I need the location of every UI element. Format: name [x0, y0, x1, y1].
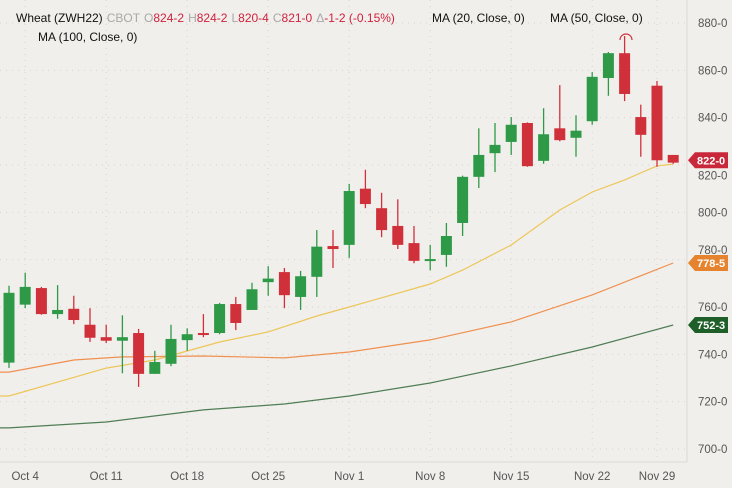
y-tick-label: 780-0 — [698, 245, 727, 257]
x-tick-label: Oct 4 — [11, 471, 39, 483]
candle-up — [505, 124, 517, 142]
high-label: H — [188, 11, 197, 25]
x-tick-label: Nov 1 — [334, 471, 364, 483]
y-tick-label: 820-0 — [698, 170, 727, 182]
change-label: Δ — [316, 11, 325, 25]
ma100-tag — [688, 316, 728, 333]
candle-up — [214, 304, 226, 334]
candle-up — [52, 309, 64, 315]
candle-down — [359, 188, 371, 205]
candle-down — [635, 117, 647, 135]
candle-up — [311, 246, 323, 277]
x-tick-label: Nov 22 — [574, 471, 610, 483]
x-tick-label: Oct 11 — [90, 471, 123, 483]
x-tick-label: Nov 29 — [639, 471, 675, 483]
candle-up — [19, 286, 31, 305]
candle-up — [262, 278, 274, 283]
candle-down — [133, 333, 145, 374]
candle-down — [408, 243, 420, 261]
low-label: L — [231, 11, 239, 25]
candle-down — [667, 154, 679, 163]
candle-down — [84, 324, 96, 338]
low-value: 820-4 — [238, 11, 269, 25]
candle-up — [295, 276, 307, 297]
ma20-legend[interactable]: MA (20, Close, 0) — [432, 11, 525, 25]
moving-averages — [0, 163, 674, 429]
candle-up — [181, 334, 193, 341]
time-axis[interactable]: Oct 4 Oct 11 Oct 18 Oct 25 Nov 1 Nov 8 Nov 15 N… — [11, 471, 675, 483]
candle-up — [149, 362, 161, 374]
candle-down — [35, 288, 47, 315]
candle-down — [100, 337, 112, 341]
close-label: C — [272, 11, 282, 25]
price-axis[interactable]: 700-0 720-0 740-0 760-0 780-0 800-0 820-0 840-0… — [698, 18, 727, 456]
legend-line-1: Wheat (ZWH22) CBOT O824-2 H824-2 L820-4 C821-… — [16, 11, 395, 25]
candle-down — [619, 53, 631, 94]
x-tick-label: Nov 8 — [415, 471, 445, 483]
ma50-tag-label: 778-5 — [697, 258, 725, 270]
change-value: -1-2 (-0.15%) — [324, 11, 395, 25]
y-tick-label: 720-0 — [698, 397, 727, 409]
exchange: CBOT — [106, 11, 141, 25]
x-tick-label: Oct 25 — [251, 471, 285, 483]
candle-down — [521, 122, 533, 167]
candle-up — [473, 154, 485, 177]
ma100-legend[interactable]: MA (100, Close, 0) — [38, 30, 138, 44]
open-label: O — [144, 11, 154, 25]
candle-down — [376, 208, 388, 231]
grid — [0, 0, 687, 462]
close-value: 821-0 — [281, 11, 313, 25]
candle-down — [197, 333, 209, 336]
candle-up — [440, 236, 452, 255]
y-tick-label: 700-0 — [698, 444, 727, 456]
candle-up — [165, 338, 177, 364]
ma100-tag-label: 752-3 — [697, 320, 725, 332]
symbol-name: Wheat (ZWH22) — [16, 11, 103, 25]
last-price-tag — [688, 152, 728, 169]
candles — [3, 36, 679, 387]
y-tick-label: 860-0 — [698, 65, 727, 77]
ma-line-50 — [0, 262, 674, 373]
candle-up — [570, 130, 582, 138]
candle-down — [651, 85, 663, 161]
ma-line-20 — [0, 163, 674, 397]
candle-down — [278, 272, 290, 296]
x-tick-label: Oct 18 — [170, 471, 204, 483]
ma50-tag — [688, 254, 728, 271]
y-tick-label: 800-0 — [698, 207, 727, 219]
candle-up — [424, 259, 436, 262]
candle-up — [489, 144, 501, 154]
y-tick-label: 840-0 — [698, 113, 727, 125]
x-tick-label: Nov 15 — [493, 471, 529, 483]
candle-down — [230, 304, 242, 323]
price-tags: 822-0 778-5 752-3 — [688, 152, 728, 333]
high-marker-icon — [619, 33, 633, 41]
candle-up — [246, 289, 258, 310]
open-value: 824-2 — [153, 11, 185, 25]
ma50-legend[interactable]: MA (50, Close, 0) — [550, 11, 643, 25]
high-value: 824-2 — [196, 11, 228, 25]
y-tick-label: 760-0 — [698, 302, 727, 314]
candle-up — [602, 53, 614, 79]
candle-up — [3, 292, 15, 363]
candle-up — [116, 337, 128, 341]
candle-up — [343, 191, 355, 245]
y-tick-label: 880-0 — [698, 18, 727, 30]
last-price-tag-label: 822-0 — [697, 155, 725, 167]
candle-up — [457, 176, 469, 223]
candle-down — [327, 246, 339, 250]
candle-up — [586, 76, 598, 122]
candle-down — [392, 225, 404, 245]
candle-up — [538, 134, 550, 161]
ma-line-100 — [0, 324, 674, 429]
y-tick-label: 740-0 — [698, 349, 727, 361]
candle-down — [68, 308, 80, 321]
candle-down — [554, 128, 566, 141]
